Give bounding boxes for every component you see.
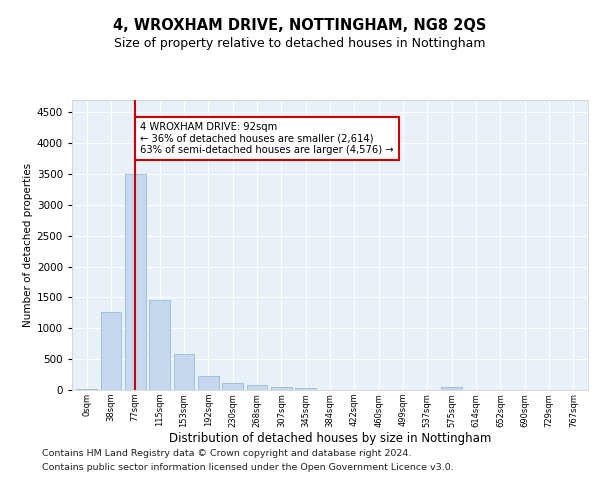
Y-axis label: Number of detached properties: Number of detached properties xyxy=(23,163,32,327)
Bar xyxy=(198,376,218,390)
X-axis label: Distribution of detached houses by size in Nottingham: Distribution of detached houses by size … xyxy=(169,432,491,446)
Bar xyxy=(247,385,268,390)
Bar xyxy=(149,300,170,390)
Bar xyxy=(442,387,462,390)
Bar xyxy=(295,388,316,390)
Bar xyxy=(101,312,121,390)
Bar xyxy=(271,386,292,390)
Text: Contains HM Land Registry data © Crown copyright and database right 2024.: Contains HM Land Registry data © Crown c… xyxy=(42,448,412,458)
Bar xyxy=(222,383,243,390)
Bar xyxy=(173,354,194,390)
Text: Size of property relative to detached houses in Nottingham: Size of property relative to detached ho… xyxy=(114,38,486,51)
Bar xyxy=(125,174,146,390)
Text: Contains public sector information licensed under the Open Government Licence v3: Contains public sector information licen… xyxy=(42,464,454,472)
Text: 4 WROXHAM DRIVE: 92sqm
← 36% of detached houses are smaller (2,614)
63% of semi-: 4 WROXHAM DRIVE: 92sqm ← 36% of detached… xyxy=(140,122,394,155)
Text: 4, WROXHAM DRIVE, NOTTINGHAM, NG8 2QS: 4, WROXHAM DRIVE, NOTTINGHAM, NG8 2QS xyxy=(113,18,487,32)
